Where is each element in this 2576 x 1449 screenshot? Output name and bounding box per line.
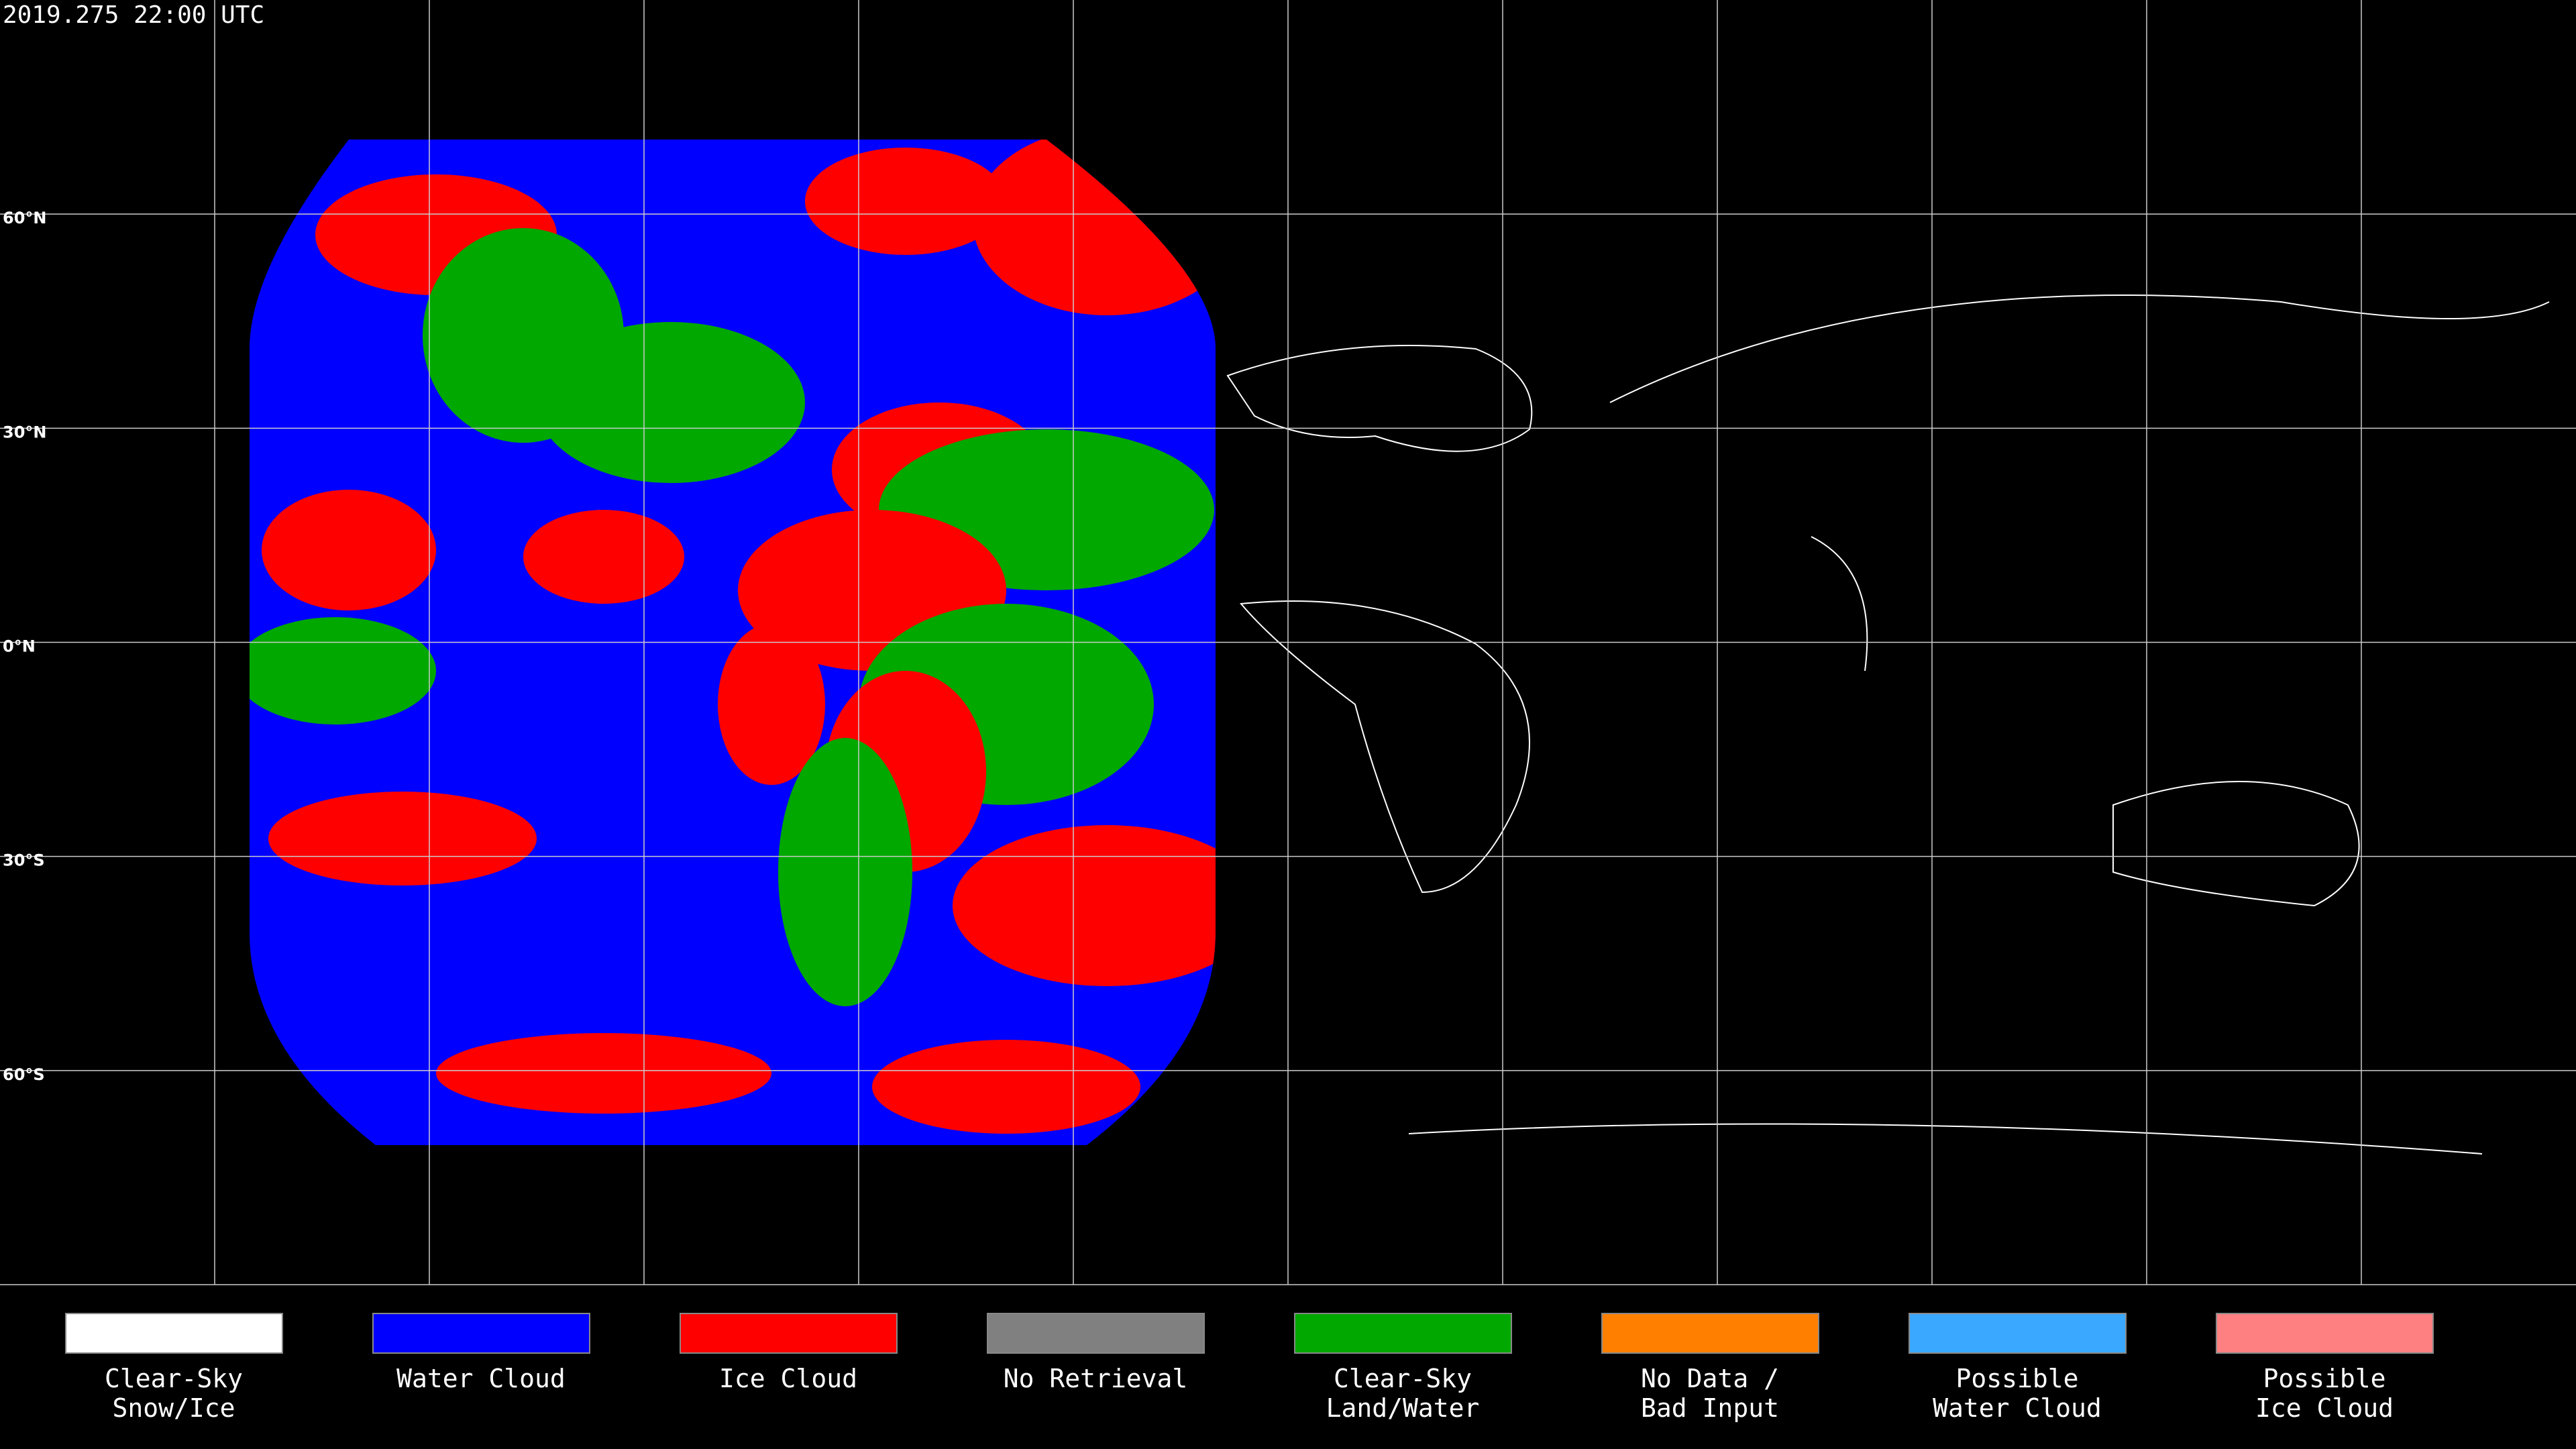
satellite-imagery <box>250 140 1216 1145</box>
legend-label: Possible <box>2263 1364 2385 1393</box>
legend-label: Snow/Ice <box>112 1393 235 1423</box>
coastlines <box>1226 294 2550 1155</box>
legend-swatch <box>1909 1313 2127 1354</box>
legend-label: No Data / <box>1641 1364 1779 1393</box>
latitude-label: 30°S <box>3 851 45 870</box>
latitude-label: 0°N <box>3 637 36 656</box>
grid <box>0 0 2576 1285</box>
legend-label: Bad Input <box>1641 1393 1779 1423</box>
legend-swatch <box>680 1313 898 1354</box>
legend-label: Possible <box>1955 1364 2078 1393</box>
legend-swatch <box>1294 1313 1512 1354</box>
legend-swatch <box>1601 1313 1819 1354</box>
legend-label: Land/Water <box>1326 1393 1480 1423</box>
latitude-label: 60°N <box>3 209 46 227</box>
legend-swatch <box>2216 1313 2434 1354</box>
legend-label: Clear-Sky <box>105 1364 243 1393</box>
legend-label: Ice Cloud <box>719 1364 857 1393</box>
latitude-label: 30°N <box>3 423 46 441</box>
legend-swatch <box>372 1313 590 1354</box>
legend-label: Water Cloud <box>1933 1393 2102 1423</box>
legend-swatch <box>65 1313 283 1354</box>
legend-label: Water Cloud <box>396 1364 566 1393</box>
legend-label: Clear-Sky <box>1334 1364 1472 1393</box>
timestamp: 2019.275 22:00 UTC <box>3 1 264 29</box>
latitude-label: 60°S <box>3 1065 45 1084</box>
legend-label: Ice Cloud <box>2255 1393 2394 1423</box>
legend-swatch <box>987 1313 1205 1354</box>
legend-label: No Retrieval <box>1004 1364 1188 1393</box>
